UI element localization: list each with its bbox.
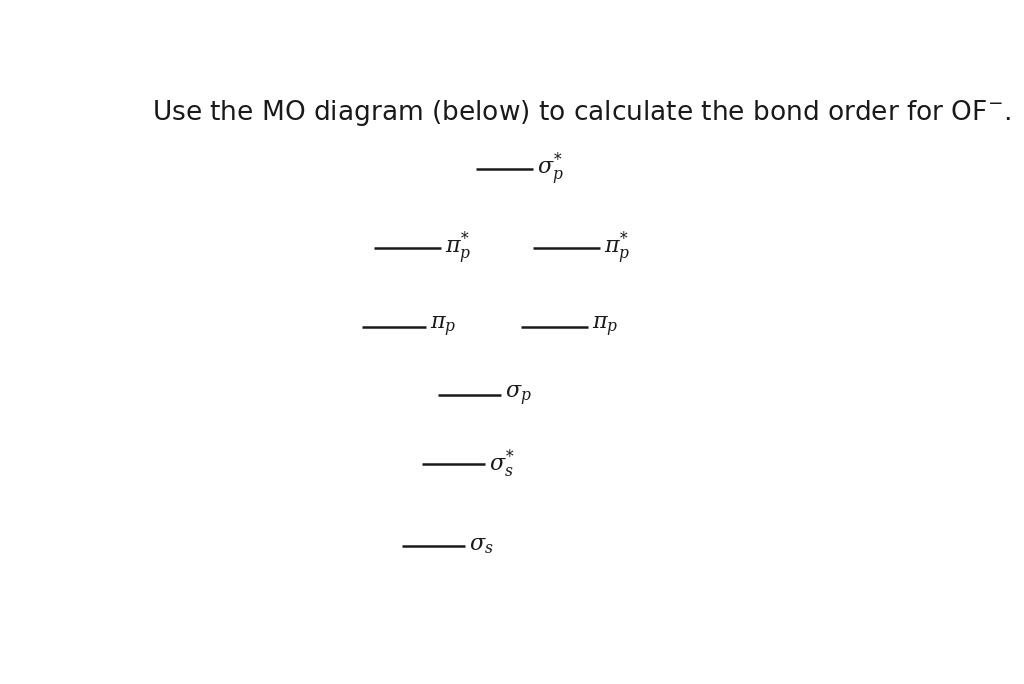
Text: $\pi_{p}$: $\pi_{p}$ xyxy=(592,315,618,339)
Text: $\sigma_{p}$: $\sigma_{p}$ xyxy=(505,384,531,408)
Text: $\pi_{p}$: $\pi_{p}$ xyxy=(430,315,456,339)
Text: $\pi_{p}^{*}$: $\pi_{p}^{*}$ xyxy=(604,230,631,267)
Text: $\sigma_{s}$: $\sigma_{s}$ xyxy=(469,536,494,555)
Text: $\sigma_{s}^{*}$: $\sigma_{s}^{*}$ xyxy=(489,447,515,480)
Text: Use the MO diagram (below) to calculate the bond order for OF$^{-}$.: Use the MO diagram (below) to calculate … xyxy=(152,98,1011,128)
Text: $\sigma_{p}^{*}$: $\sigma_{p}^{*}$ xyxy=(537,150,563,187)
Text: $\pi_{p}^{*}$: $\pi_{p}^{*}$ xyxy=(445,230,472,267)
